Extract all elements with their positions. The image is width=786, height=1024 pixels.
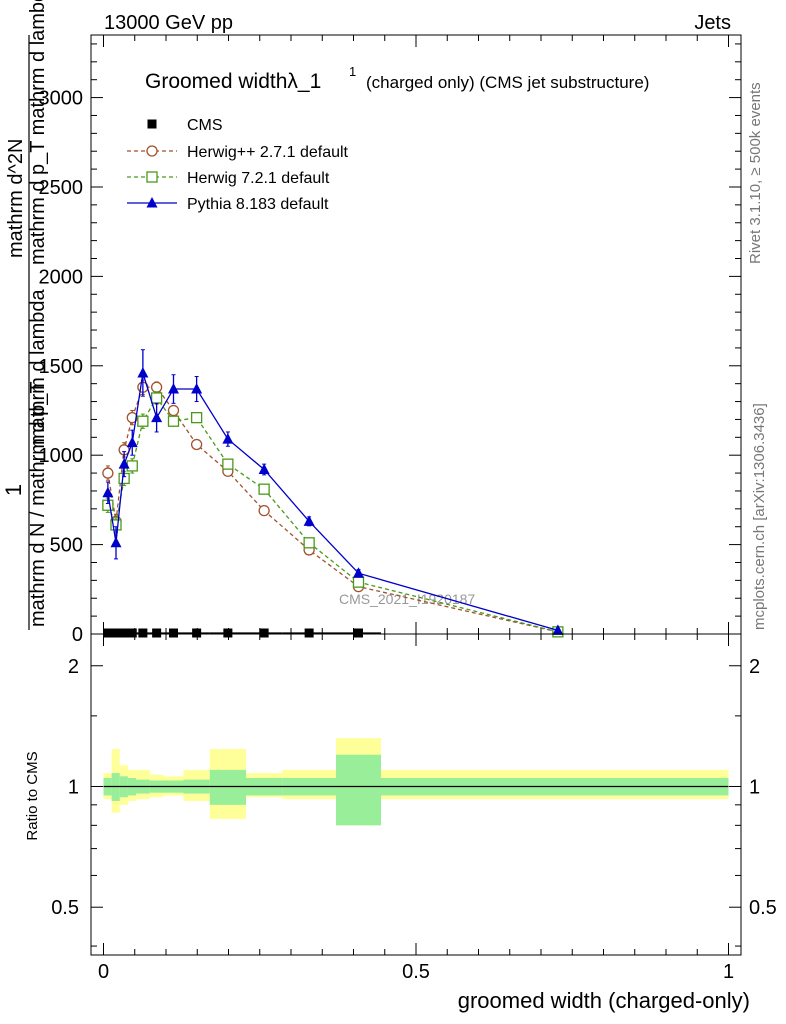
data-point bbox=[167, 415, 180, 427]
data-point bbox=[258, 483, 270, 495]
main-ytick-label: 500 bbox=[50, 535, 83, 557]
cms-data-point bbox=[103, 628, 113, 638]
data-point bbox=[102, 467, 114, 479]
data-point bbox=[222, 433, 234, 444]
plot-title: Groomed widthλ_1 bbox=[145, 70, 321, 93]
ratio-ytick-label-left: 0.5 bbox=[51, 897, 79, 919]
data-point bbox=[118, 458, 130, 469]
ratio-stat-band-11 bbox=[336, 754, 381, 826]
cms-data-point bbox=[138, 628, 148, 638]
data-point bbox=[150, 392, 163, 404]
cms-data-point bbox=[127, 628, 137, 638]
data-point bbox=[151, 411, 163, 423]
ratio-xtick-label: 1 bbox=[723, 961, 734, 983]
data-point bbox=[126, 436, 138, 448]
data-point bbox=[190, 438, 203, 451]
plot-title-superscript: 1 bbox=[349, 64, 356, 79]
data-point bbox=[137, 415, 149, 427]
cms-data-point bbox=[259, 628, 269, 638]
data-point bbox=[352, 576, 365, 588]
data-point bbox=[110, 536, 122, 548]
main-ytick-label: 2500 bbox=[39, 177, 84, 199]
data-point bbox=[190, 411, 203, 424]
data-point bbox=[126, 460, 138, 472]
data-point bbox=[102, 486, 114, 498]
legend-marker bbox=[146, 145, 158, 157]
cms-data-point bbox=[304, 628, 314, 638]
legend-label: CMS bbox=[187, 117, 223, 134]
series-line bbox=[107, 396, 559, 633]
main-ytick-label: 2000 bbox=[39, 266, 84, 288]
cms-data-point bbox=[119, 628, 129, 638]
data-point bbox=[552, 624, 564, 635]
data-point bbox=[167, 404, 180, 417]
analysis-watermark: CMS_2021_I1920187 bbox=[339, 591, 475, 607]
ratio-ytick-label-left: 2 bbox=[68, 656, 79, 678]
main-ytick-label: 3000 bbox=[39, 88, 84, 110]
data-point bbox=[150, 381, 163, 393]
series-herwig-7-2-1-default bbox=[102, 391, 564, 638]
ylabel-denominator: mathrm d N / mathrm d p_T bbox=[27, 381, 49, 627]
data-point bbox=[303, 515, 315, 526]
main-ytick-label: 0 bbox=[72, 624, 83, 646]
legend-marker bbox=[146, 171, 158, 183]
ylabel-denominator-suffix: mathrm d lambda bbox=[27, 289, 49, 445]
cms-data-point bbox=[354, 628, 363, 638]
data-point bbox=[137, 366, 149, 378]
legend-label: Herwig++ 2.7.1 default bbox=[187, 144, 349, 161]
cms-data-point bbox=[192, 628, 202, 638]
ratio-ytick-label-right: 2 bbox=[749, 656, 760, 678]
ratio-y-axis-title: Ratio to CMS bbox=[24, 751, 41, 840]
ratio-xtick-label: 0.5 bbox=[402, 961, 430, 983]
legend-label: Pythia 8.183 default bbox=[187, 196, 329, 213]
cms-data-point bbox=[223, 628, 233, 638]
ratio-ytick-label-left: 1 bbox=[68, 776, 79, 798]
main-ytick-label: 1500 bbox=[39, 356, 84, 378]
data-point bbox=[191, 383, 203, 394]
cms-data-point bbox=[169, 628, 178, 638]
legend-marker bbox=[147, 119, 157, 129]
ratio-ytick-label-right: 1 bbox=[749, 776, 760, 798]
header-category-label: Jets bbox=[694, 12, 731, 34]
data-point bbox=[303, 537, 315, 549]
ylabel-numerator2: mathrm d^2N bbox=[5, 139, 27, 258]
data-point bbox=[258, 504, 270, 517]
legend-label: Herwig 7.2.1 default bbox=[187, 170, 330, 187]
rivet-version-label: Rivet 3.1.10, ≥ 500k events bbox=[747, 82, 764, 264]
cms-data-point bbox=[152, 628, 162, 638]
x-axis-title: groomed width (charged-only) bbox=[458, 988, 750, 1013]
data-point bbox=[222, 458, 234, 470]
header-beam-label: 13000 GeV pp bbox=[104, 12, 233, 34]
series-cms bbox=[103, 628, 381, 638]
ratio-xtick-label: 0 bbox=[98, 961, 109, 983]
ylabel-numerator2-suffix: mathrm d p_T mathrm d lambda bbox=[27, 0, 49, 265]
cms-data-point bbox=[111, 628, 121, 638]
series-pythia-8-183-default bbox=[102, 349, 564, 635]
data-point bbox=[353, 567, 364, 578]
plot-title-suffix: (charged only) (CMS jet substructure) bbox=[366, 73, 649, 92]
legend-marker bbox=[146, 197, 158, 208]
legend: CMS Herwig++ 2.7.1 default Herwig 7.2.1 de… bbox=[127, 117, 349, 213]
data-point bbox=[258, 463, 270, 474]
ratio-ytick-label-right: 0.5 bbox=[749, 897, 777, 919]
ylabel-numerator: 1 bbox=[1, 484, 26, 496]
main-ytick-label: 1000 bbox=[39, 445, 84, 467]
ratio-plot-panel: 0 0.5 1 0.5 0.5 1 1 2 2 groomed width (charged-on… bbox=[24, 633, 777, 1013]
ratio-stat-band-8 bbox=[209, 769, 246, 805]
data-point bbox=[168, 383, 179, 394]
mcplots-source-label: mcplots.cern.ch [arXiv:1306.3436] bbox=[751, 403, 768, 630]
